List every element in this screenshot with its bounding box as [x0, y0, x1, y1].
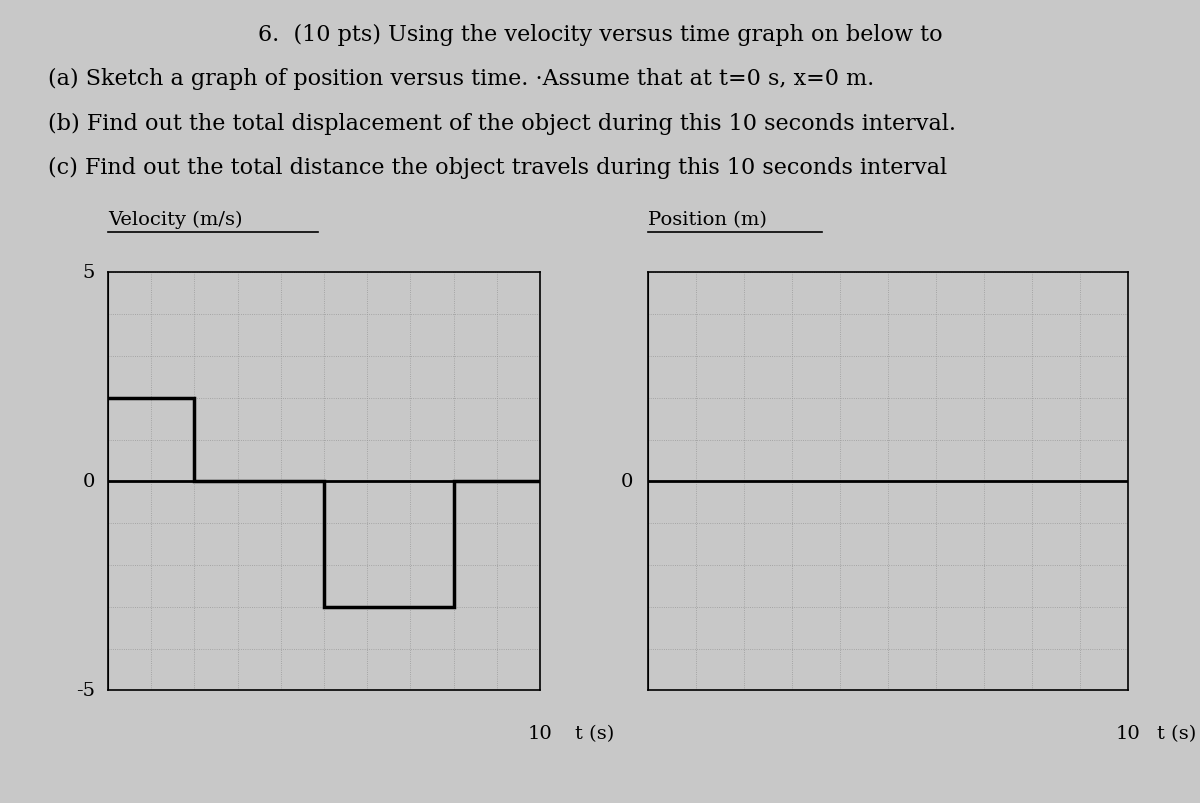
Text: (c) Find out the total distance the object travels during this 10 seconds interv: (c) Find out the total distance the obje…	[48, 157, 947, 178]
Text: (b) Find out the total displacement of the object during this 10 seconds interva: (b) Find out the total displacement of t…	[48, 112, 956, 134]
Text: 10: 10	[528, 724, 552, 742]
Text: t (s): t (s)	[575, 724, 614, 742]
Text: (a) Sketch a graph of position versus time. ·Assume that at t=0 s, x=0 m.: (a) Sketch a graph of position versus ti…	[48, 68, 875, 90]
Text: 0: 0	[622, 473, 634, 491]
Text: t (s): t (s)	[1157, 724, 1196, 742]
Text: -5: -5	[76, 682, 95, 699]
Text: Velocity (m/s): Velocity (m/s)	[108, 210, 242, 229]
Text: 0: 0	[83, 473, 95, 491]
Text: 5: 5	[83, 264, 95, 282]
Text: 10: 10	[1116, 724, 1140, 742]
Text: 6.  (10 pts) Using the velocity versus time graph on below to: 6. (10 pts) Using the velocity versus ti…	[258, 24, 942, 46]
Text: Position (m): Position (m)	[648, 211, 767, 229]
